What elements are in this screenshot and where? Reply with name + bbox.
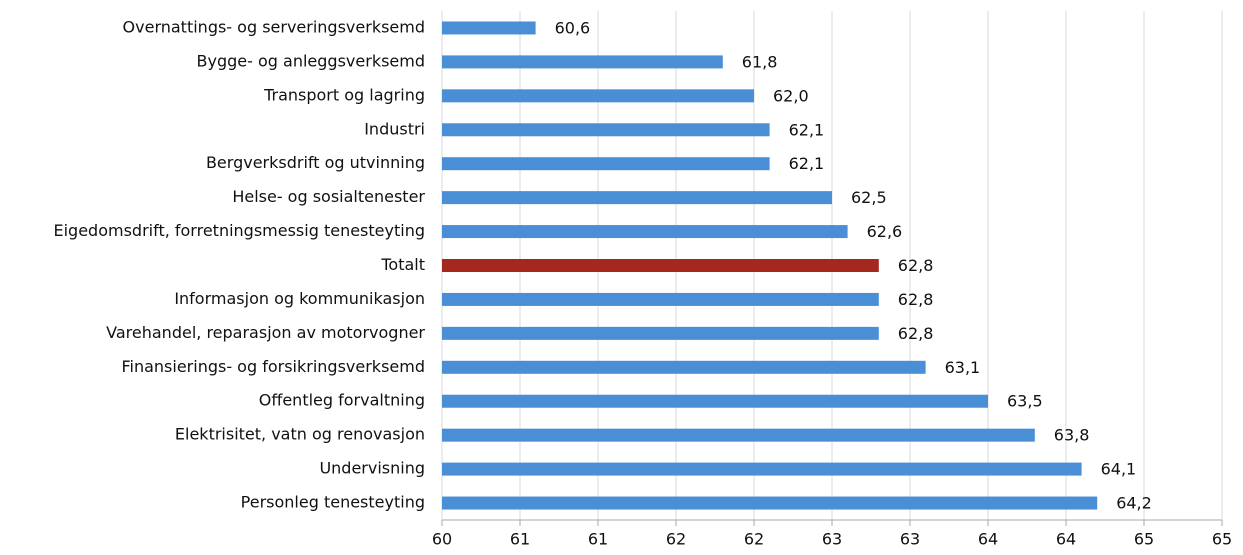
value-label: 60,6 (555, 18, 591, 37)
y-tick-label: Informasjon og kommunikasjon (174, 289, 425, 308)
bar (442, 55, 723, 69)
bar (442, 496, 1098, 510)
x-tick-label: 60 (432, 530, 452, 549)
x-tick-label: 64 (1056, 530, 1076, 549)
value-label: 63,5 (1007, 392, 1043, 411)
y-tick-label: Eigedomsdrift, forretningsmessig teneste… (53, 221, 425, 240)
x-tick-label: 64 (978, 530, 998, 549)
bar (442, 259, 879, 272)
bar (442, 157, 770, 171)
x-tick-label: 65 (1212, 530, 1232, 549)
y-tick-label: Finansierings- og forsikringsverksemd (121, 357, 425, 376)
value-label: 63,8 (1054, 426, 1090, 445)
value-label: 64,1 (1101, 460, 1137, 479)
bar (442, 326, 879, 340)
y-tick-label: Offentleg forvaltning (259, 391, 425, 410)
value-label: 62,1 (789, 120, 825, 139)
value-label: 62,5 (851, 188, 887, 207)
x-tick-label: 63 (900, 530, 920, 549)
bar (442, 191, 832, 205)
x-tick-label: 61 (510, 530, 530, 549)
y-tick-label: Helse- og sosialtenester (232, 187, 425, 206)
bar (442, 225, 848, 239)
value-label: 62,8 (898, 324, 934, 343)
y-tick-label: Bygge- og anleggsverksemd (197, 51, 425, 70)
bar (442, 292, 879, 306)
y-tick-label: Personleg tenesteyting (241, 493, 425, 512)
bar (442, 462, 1082, 476)
y-tick-label: Bergverksdrift og utvinning (206, 153, 425, 172)
value-label: 61,8 (742, 52, 778, 71)
x-tick-label: 63 (822, 530, 842, 549)
value-label: 64,2 (1116, 494, 1152, 513)
bar (442, 428, 1035, 442)
value-label: 62,8 (898, 290, 934, 309)
x-tick-label: 61 (588, 530, 608, 549)
x-tick-label: 62 (666, 530, 686, 549)
y-tick-label: Elektrisitet, vatn og renovasjon (175, 425, 425, 444)
value-label: 62,1 (789, 154, 825, 173)
y-tick-label: Undervisning (319, 459, 425, 478)
value-label: 62,6 (867, 222, 903, 241)
bar (442, 89, 754, 103)
x-tick-label: 65 (1134, 530, 1154, 549)
value-label: 63,1 (945, 358, 981, 377)
value-label: 62,8 (898, 256, 934, 275)
bar (442, 123, 770, 137)
y-tick-label: Transport og lagring (263, 85, 425, 104)
value-label: 62,0 (773, 86, 809, 105)
bar (442, 360, 926, 374)
bar (442, 21, 536, 35)
y-tick-label: Varehandel, reparasjon av motorvogner (106, 323, 425, 342)
y-tick-label: Overnattings- og serveringsverksemd (123, 17, 425, 36)
x-tick-label: 62 (744, 530, 764, 549)
bar (442, 394, 988, 408)
y-tick-label: Industri (364, 119, 425, 138)
y-tick-label: Totalt (380, 255, 425, 274)
